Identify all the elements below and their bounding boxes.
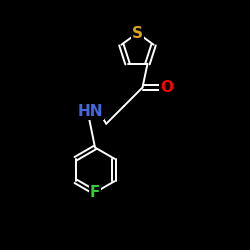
Text: O: O	[160, 80, 173, 95]
Text: S: S	[132, 26, 143, 40]
Text: HN: HN	[77, 104, 103, 119]
Text: F: F	[90, 185, 100, 200]
